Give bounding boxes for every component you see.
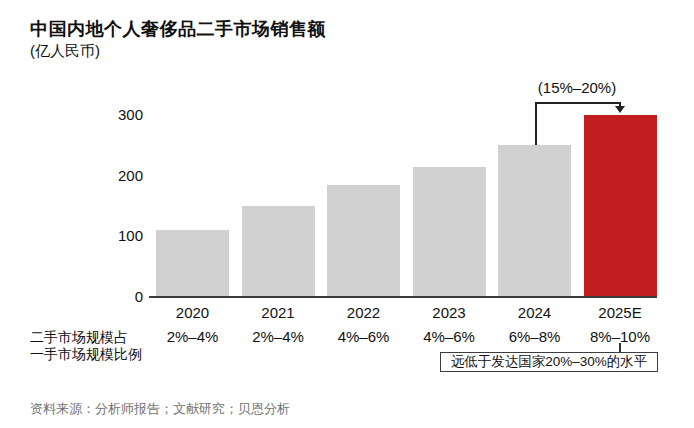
y-tick-100: 100	[101, 227, 143, 245]
callout-connector-line	[619, 343, 621, 352]
arrow-down-icon	[615, 106, 625, 113]
bar-2024	[498, 145, 571, 297]
chart-title: 中国内地个人奢侈品二手市场销售额	[30, 17, 326, 41]
ratio-row-label-line1: 二手市场规模占	[30, 329, 142, 346]
chart-figure: 中国内地个人奢侈品二手市场销售额 (亿人民币) (15%–20%) 0 100 20…	[0, 0, 694, 428]
bar-2022	[327, 185, 400, 297]
ratio-value-2022: 4%–6%	[316, 328, 412, 346]
source-note: 资料来源：分析师报告；文献研究；贝恩分析	[30, 400, 290, 418]
y-tick-300: 300	[101, 106, 143, 124]
x-tick-2025E: 2025E	[575, 304, 665, 322]
annotation-bracket-top-line	[535, 102, 620, 104]
bar-2025E	[584, 115, 657, 297]
growth-annotation-label: (15%–20%)	[517, 79, 637, 96]
ratio-value-2021: 2%–4%	[230, 328, 326, 346]
ratio-row-label: 二手市场规模占 一手市场规模比例	[30, 329, 142, 363]
bar-2020	[156, 230, 229, 297]
annotation-bracket-left-line	[535, 102, 537, 146]
ratio-value-2020: 2%–4%	[145, 328, 241, 346]
callout-box: 远低于发达国家20%–30%的水平	[440, 352, 658, 372]
bar-2021	[242, 206, 315, 297]
x-tick-2020: 2020	[148, 304, 238, 322]
y-tick-0: 0	[101, 288, 143, 306]
x-axis-line	[149, 296, 657, 298]
bar-2023	[413, 167, 486, 297]
chart-unit-label: (亿人民币)	[30, 42, 100, 61]
ratio-row-label-line2: 一手市场规模比例	[30, 346, 142, 363]
x-tick-2023: 2023	[404, 304, 494, 322]
x-tick-2021: 2021	[233, 304, 323, 322]
x-tick-2024: 2024	[490, 304, 580, 322]
ratio-value-2024: 6%–8%	[487, 328, 583, 346]
x-tick-2022: 2022	[319, 304, 409, 322]
y-tick-200: 200	[101, 167, 143, 185]
ratio-value-2023: 4%–6%	[401, 328, 497, 346]
